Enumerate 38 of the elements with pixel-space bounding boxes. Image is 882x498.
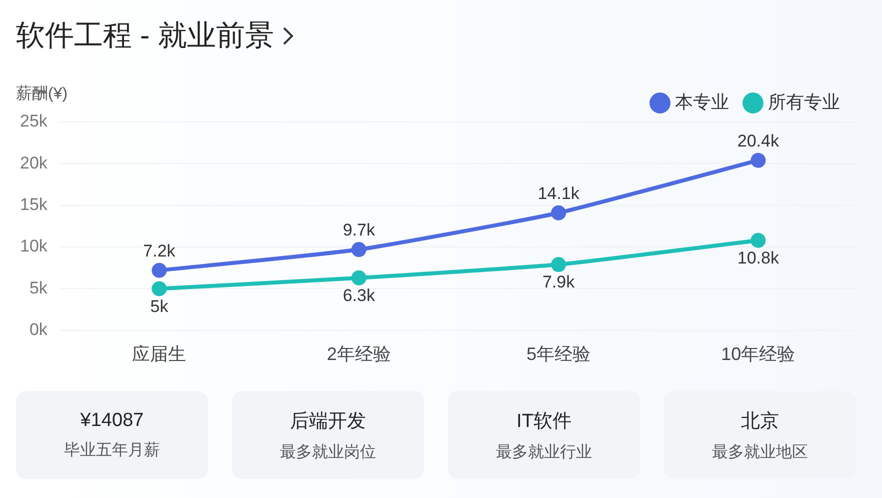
text: 最多就业岗位 xyxy=(280,442,376,462)
data-label: 7.2k xyxy=(143,242,176,261)
x-tick-label: 10年经验 xyxy=(721,344,796,364)
legend-label: 所有专业 xyxy=(768,92,840,112)
point xyxy=(351,242,366,258)
y-tick-label: 25k xyxy=(20,112,48,131)
x-tick-label: 5年经验 xyxy=(526,344,591,364)
point xyxy=(551,205,566,220)
text: IT软件 xyxy=(516,410,572,434)
point xyxy=(750,152,766,168)
point xyxy=(551,257,566,272)
y-tick-label: 0k xyxy=(29,320,48,340)
y-axis-title: 薪酬(¥) xyxy=(16,84,68,102)
text: 后端开发 xyxy=(290,410,366,434)
data-label: 10.8k xyxy=(737,248,780,268)
text: 最多就业行业 xyxy=(496,442,592,462)
data-label: 7.9k xyxy=(542,272,576,292)
text: 最多就业地区 xyxy=(712,442,808,462)
y-tick-label: 15k xyxy=(20,195,48,214)
y-tick-label: 5k xyxy=(29,278,48,298)
y-tick-label: 20k xyxy=(20,153,48,172)
chart-title: 软件工程 - 就业前景 xyxy=(16,19,274,54)
x-tick-label: 2年经验 xyxy=(326,344,391,364)
point xyxy=(152,281,167,296)
data-label: 9.7k xyxy=(342,220,376,240)
point xyxy=(351,270,366,286)
data-label: 20.4k xyxy=(737,132,780,151)
legend-label: 本专业 xyxy=(675,92,729,112)
text: 毕业五年月薪 xyxy=(64,440,160,460)
data-label: 14.1k xyxy=(538,184,580,204)
point xyxy=(152,262,167,278)
data-label: 5k xyxy=(150,296,169,316)
y-tick-label: 10k xyxy=(20,236,48,256)
text: ¥14087 xyxy=(80,410,144,432)
x-tick-label: 应届生 xyxy=(132,344,186,364)
point xyxy=(750,232,766,248)
data-label: 6.3k xyxy=(342,286,376,306)
text: 北京 xyxy=(741,410,779,434)
